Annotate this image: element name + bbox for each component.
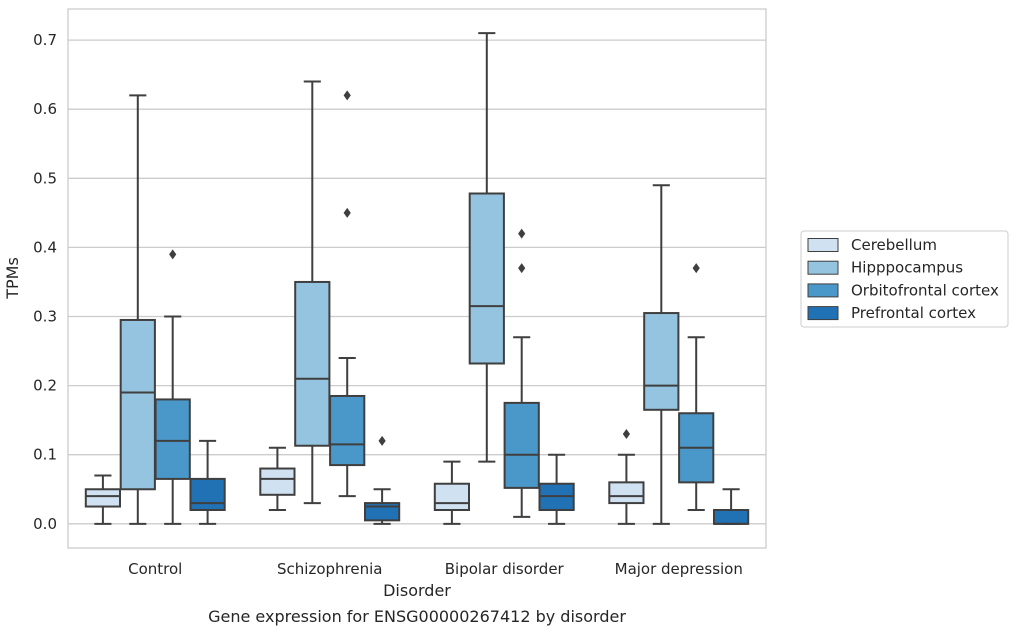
y-tick-label: 0.5 bbox=[33, 169, 57, 187]
box-group bbox=[468, 32, 505, 463]
box bbox=[84, 488, 122, 508]
outlier-point bbox=[622, 428, 630, 439]
box-group bbox=[363, 435, 401, 525]
outlier-point bbox=[343, 207, 351, 218]
box bbox=[154, 398, 191, 480]
y-tick-label: 0.0 bbox=[33, 515, 57, 533]
box-group bbox=[608, 428, 645, 525]
box bbox=[329, 394, 366, 467]
box-group bbox=[712, 488, 750, 525]
box-group bbox=[433, 460, 471, 525]
outlier-point bbox=[343, 90, 351, 101]
box-group bbox=[538, 453, 575, 525]
outlier-point bbox=[169, 249, 177, 260]
box-group bbox=[294, 80, 331, 505]
y-tick-labels: 0.0 0.1 0.2 0.3 0.4 0.5 0.6 0.7 bbox=[33, 31, 57, 533]
x-tick-label: Control bbox=[128, 560, 182, 578]
legend-label: Orbitofrontal cortex bbox=[851, 281, 999, 299]
box-group bbox=[259, 446, 296, 511]
x-axis-label: Disorder bbox=[383, 581, 451, 600]
legend-swatch bbox=[807, 283, 839, 298]
box-group bbox=[189, 439, 226, 525]
box bbox=[294, 280, 331, 447]
legend-swatch bbox=[807, 306, 839, 321]
box bbox=[468, 192, 505, 365]
legend-frame bbox=[800, 230, 1009, 328]
box-group bbox=[643, 184, 680, 525]
box bbox=[608, 481, 645, 505]
chart-caption: Gene expression for ENSG00000267412 by d… bbox=[208, 607, 626, 626]
box-marks bbox=[84, 32, 750, 525]
outlier-point bbox=[378, 435, 386, 446]
legend-swatch bbox=[807, 238, 839, 252]
y-tick-label: 0.7 bbox=[33, 31, 57, 49]
legend-label: Cerebellum bbox=[851, 236, 937, 254]
legend: Cerebellum Hipppocampus Orbitofrontal cort… bbox=[800, 230, 1009, 328]
box-group bbox=[154, 249, 191, 525]
y-tick-label: 0.1 bbox=[33, 446, 57, 464]
y-axis-label: TPMs bbox=[3, 257, 22, 300]
box bbox=[259, 467, 296, 496]
legend-swatch bbox=[807, 260, 839, 275]
box-group bbox=[329, 90, 366, 498]
y-tick-label: 0.6 bbox=[33, 100, 57, 118]
outlier-point bbox=[692, 263, 700, 274]
legend-label: Prefrontal cortex bbox=[851, 304, 976, 322]
y-tick-label: 0.4 bbox=[33, 238, 57, 256]
x-tick-labels: Control Schizophrenia Bipolar disorder Majo… bbox=[128, 560, 743, 578]
box bbox=[643, 312, 680, 411]
box bbox=[433, 482, 471, 511]
x-tick-label: Bipolar disorder bbox=[445, 560, 565, 578]
box bbox=[119, 318, 156, 491]
box-group bbox=[84, 474, 122, 525]
y-tick-label: 0.3 bbox=[33, 308, 57, 326]
box-group bbox=[119, 94, 156, 525]
box-group bbox=[503, 228, 540, 518]
outlier-point bbox=[518, 263, 526, 274]
y-tick-label: 0.2 bbox=[33, 377, 57, 395]
plot-area-frame bbox=[67, 8, 767, 549]
box bbox=[503, 401, 540, 489]
outlier-point bbox=[518, 228, 526, 239]
x-tick-label: Major depression bbox=[615, 560, 743, 578]
box bbox=[189, 477, 226, 511]
box-group bbox=[678, 263, 715, 511]
legend-label: Hipppocampus bbox=[851, 259, 963, 277]
box bbox=[712, 508, 750, 525]
x-tick-label: Schizophrenia bbox=[277, 560, 382, 578]
